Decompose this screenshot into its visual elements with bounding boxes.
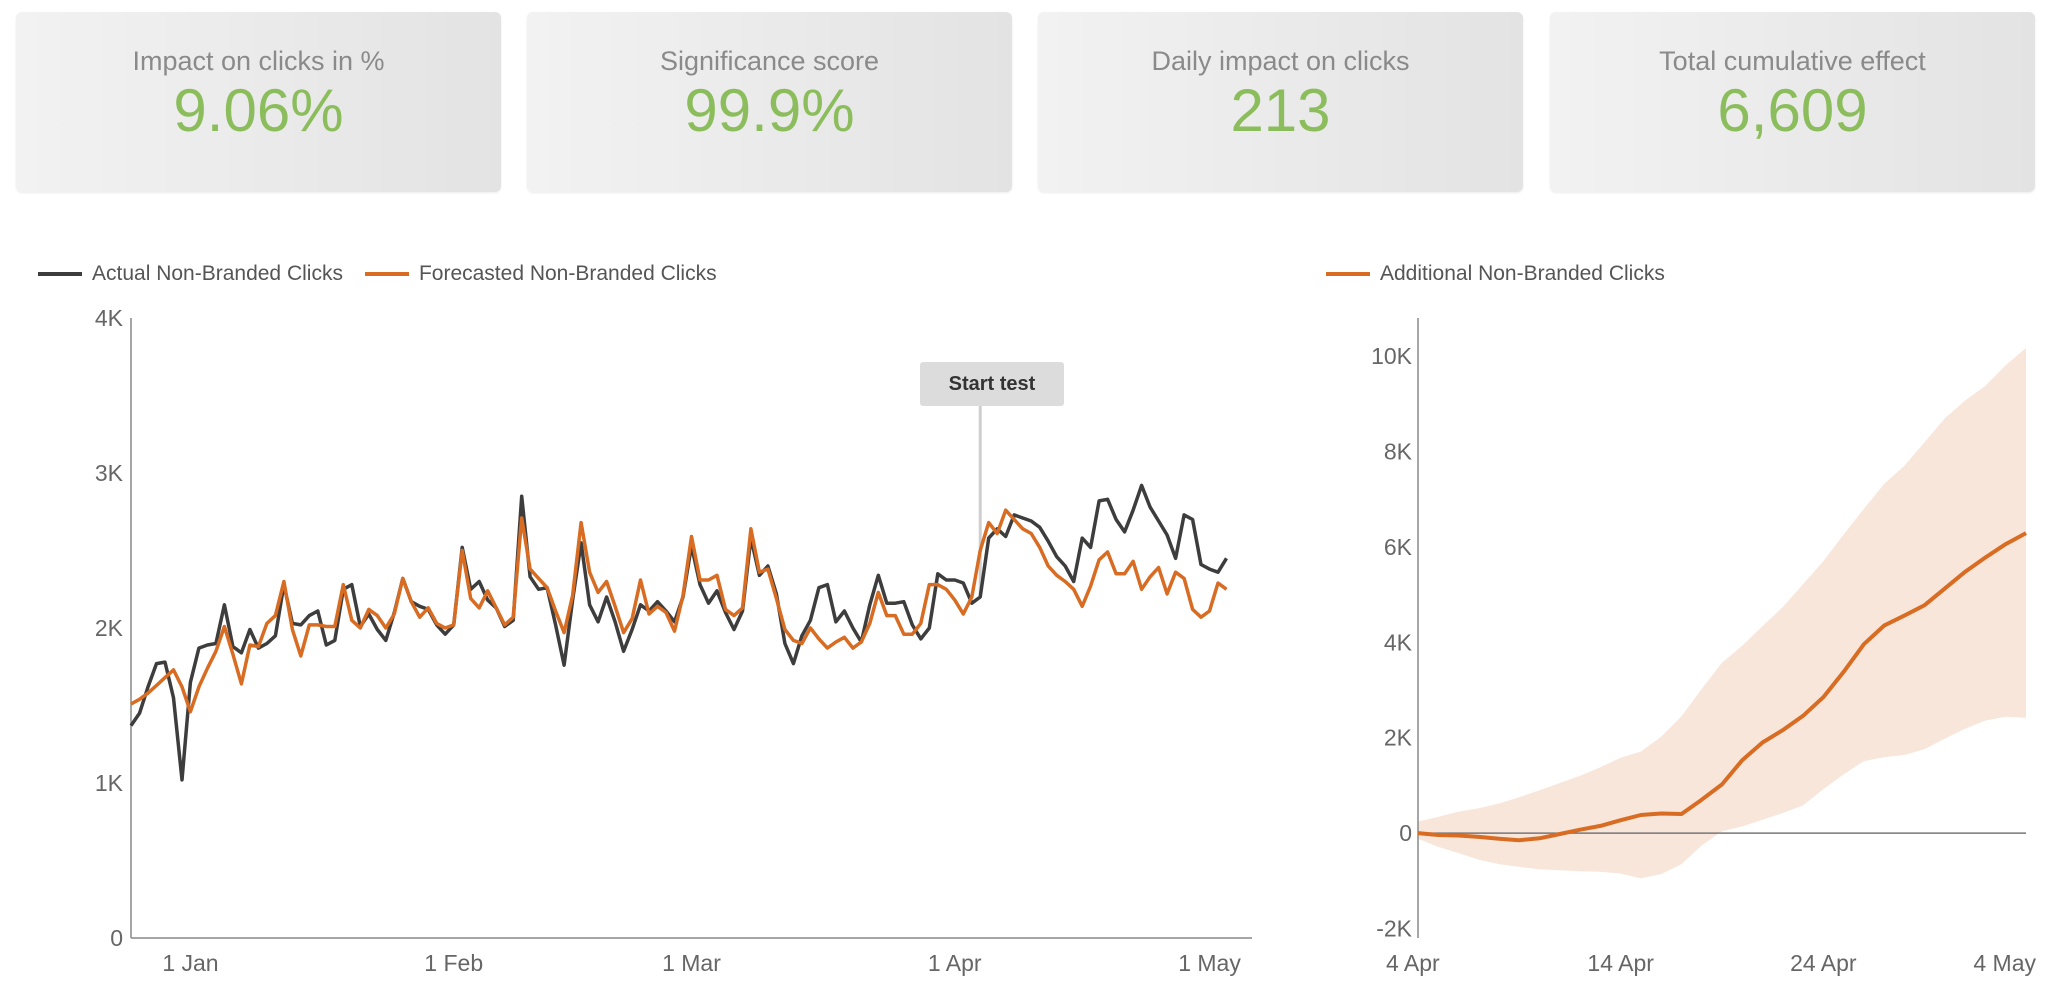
legend-item-actual[interactable]: Actual Non-Branded Clicks	[38, 262, 343, 286]
kpi-card-impact-percent: Impact on clicks in % 9.06%	[16, 12, 501, 192]
y-tick-label: 10K	[1371, 343, 1413, 369]
main-chart-legend: Actual Non-Branded Clicks Forecasted Non…	[38, 262, 739, 286]
kpi-label: Total cumulative effect	[1659, 46, 1926, 76]
kpi-label: Significance score	[659, 46, 880, 76]
legend-item-forecast[interactable]: Forecasted Non-Branded Clicks	[364, 262, 717, 286]
kpi-label: Daily impact on clicks	[1151, 46, 1410, 76]
x-tick-label: 4 May	[1973, 950, 2036, 976]
legend-swatch-forecast	[364, 272, 409, 276]
y-tick-label: 3K	[95, 460, 124, 486]
legend-label-actual: Actual Non-Branded Clicks	[92, 262, 343, 285]
legend-swatch-additional	[1326, 272, 1370, 276]
series-line-forecast	[130, 508, 1228, 714]
y-tick-label: 4K	[95, 305, 124, 331]
kpi-value: 213	[1230, 77, 1331, 144]
x-tick-label: 1 Apr	[928, 950, 982, 976]
kpi-value: 9.06%	[173, 77, 344, 144]
y-tick-label: 0	[1399, 820, 1412, 846]
x-tick-label: 4 Apr	[1386, 950, 1440, 976]
start-test-annotation: Start test	[920, 362, 1064, 406]
legend-label-additional: Additional Non-Branded Clicks	[1380, 262, 1665, 285]
kpi-card-significance: Significance score 99.9%	[527, 12, 1012, 192]
y-tick-label: 2K	[95, 615, 124, 641]
y-tick-label: 2K	[1384, 725, 1413, 751]
y-tick-label: 8K	[1384, 439, 1413, 465]
y-tick-label: 4K	[1384, 629, 1413, 655]
x-tick-label: 1 Jan	[162, 950, 218, 976]
legend-swatch-actual	[38, 272, 82, 276]
legend-label-forecast: Forecasted Non-Branded Clicks	[418, 262, 717, 285]
kpi-value: 99.9%	[684, 77, 855, 144]
x-tick-label: 1 Feb	[424, 950, 483, 976]
kpi-card-daily-impact: Daily impact on clicks 213	[1038, 12, 1523, 192]
kpi-label: Impact on clicks in %	[132, 46, 385, 76]
kpi-value: 6,609	[1717, 77, 1868, 144]
kpi-card-cumulative-effect: Total cumulative effect 6,609	[1550, 12, 2035, 192]
y-tick-label: -2K	[1376, 915, 1412, 941]
x-tick-label: 1 May	[1178, 950, 1241, 976]
cumulative-chart-legend: Additional Non-Branded Clicks	[1326, 262, 1687, 286]
y-tick-label: 1K	[95, 770, 124, 796]
series-line-additional	[1417, 531, 2027, 843]
x-tick-label: 14 Apr	[1587, 950, 1654, 976]
y-tick-label: 6K	[1384, 534, 1413, 560]
confidence-band	[1418, 348, 2026, 879]
y-tick-label: 0	[110, 925, 123, 951]
x-tick-label: 24 Apr	[1790, 950, 1857, 976]
x-tick-label: 1 Mar	[662, 950, 721, 976]
legend-item-additional[interactable]: Additional Non-Branded Clicks	[1326, 262, 1665, 286]
